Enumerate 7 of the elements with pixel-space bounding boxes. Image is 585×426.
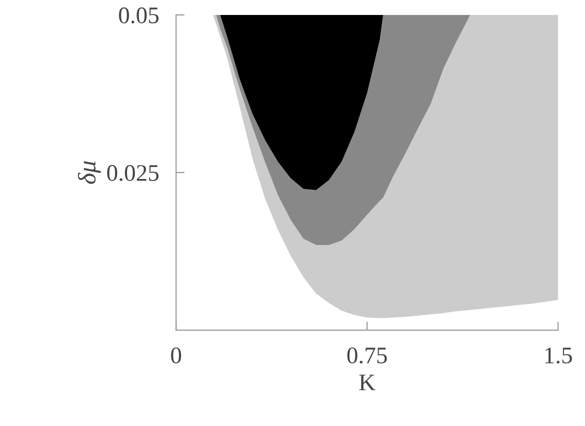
y-axis-title: δμ bbox=[78, 161, 101, 184]
x-tick-label: 0.75 bbox=[347, 348, 387, 364]
x-axis-title: K bbox=[359, 374, 376, 390]
x-tick-label: 1.5 bbox=[545, 348, 572, 364]
x-tick-label: 0 bbox=[171, 348, 182, 364]
y-tick-label: 0.025 bbox=[107, 165, 158, 182]
y-tick-label: 0.05 bbox=[119, 7, 158, 24]
